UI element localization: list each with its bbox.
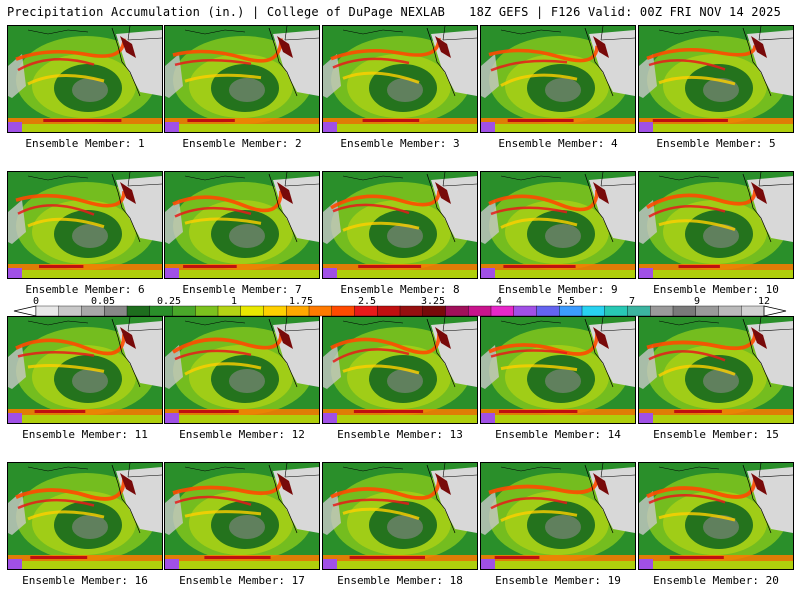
precipitation-map <box>322 316 478 424</box>
ensemble-member-label: Ensemble Member: 20 <box>653 574 779 587</box>
ensemble-member-label: Ensemble Member: 5 <box>656 137 776 150</box>
precipitation-map <box>7 462 163 570</box>
precipitation-map <box>164 316 320 424</box>
color-scale-tick-label: 2.5 <box>357 296 377 307</box>
ensemble-member-label: Ensemble Member: 8 <box>340 283 460 296</box>
color-scale-tick-label: 0 <box>32 296 40 307</box>
precipitation-map <box>7 25 163 133</box>
ensemble-member-label: Ensemble Member: 6 <box>25 283 145 296</box>
precipitation-map <box>164 25 320 133</box>
color-scale-tick-label: 12 <box>757 296 771 307</box>
ensemble-member-label: Ensemble Member: 13 <box>337 428 463 441</box>
color-scale-tick-label: 9 <box>693 296 701 307</box>
ensemble-member-label: Ensemble Member: 12 <box>179 428 305 441</box>
precipitation-map <box>7 171 163 279</box>
precipitation-map <box>164 462 320 570</box>
color-scale-tick-label: 1 <box>230 296 238 307</box>
ensemble-member-label: Ensemble Member: 16 <box>22 574 148 587</box>
precipitation-map <box>322 171 478 279</box>
ensemble-member-label: Ensemble Member: 1 <box>25 137 145 150</box>
precipitation-map <box>480 316 636 424</box>
precipitation-map <box>480 25 636 133</box>
precipitation-map <box>638 462 794 570</box>
color-scale-tick-label: 3.25 <box>420 296 446 307</box>
precipitation-map <box>164 171 320 279</box>
precipitation-map <box>480 171 636 279</box>
color-scale-tick-label: 1.75 <box>288 296 314 307</box>
ensemble-member-label: Ensemble Member: 19 <box>495 574 621 587</box>
model-run-info: 18Z GEFS | F126 Valid: 00Z FRI NOV 14 20… <box>469 5 781 19</box>
ensemble-member-label: Ensemble Member: 9 <box>498 283 618 296</box>
color-scale-tick-label: 4 <box>495 296 503 307</box>
ensemble-member-label: Ensemble Member: 4 <box>498 137 618 150</box>
page-title: Precipitation Accumulation (in.) | Colle… <box>7 5 446 19</box>
color-scale-tick-label: 7 <box>628 296 636 307</box>
color-scale-tick-label: 5.5 <box>556 296 576 307</box>
precipitation-map <box>7 316 163 424</box>
ensemble-member-label: Ensemble Member: 2 <box>182 137 302 150</box>
precipitation-map <box>322 462 478 570</box>
ensemble-member-label: Ensemble Member: 14 <box>495 428 621 441</box>
header: Precipitation Accumulation (in.) | Colle… <box>0 0 800 22</box>
precipitation-map <box>638 25 794 133</box>
precipitation-map <box>638 171 794 279</box>
ensemble-member-label: Ensemble Member: 3 <box>340 137 460 150</box>
color-scale-legend: 0 0.05 0.25 1 1.75 2.5 3.25 4 5.5 7 9 12 <box>0 296 800 318</box>
ensemble-member-label: Ensemble Member: 10 <box>653 283 779 296</box>
precipitation-map <box>480 462 636 570</box>
color-scale-bar <box>13 305 787 317</box>
ensemble-member-label: Ensemble Member: 7 <box>182 283 302 296</box>
precipitation-map <box>638 316 794 424</box>
ensemble-member-label: Ensemble Member: 11 <box>22 428 148 441</box>
color-scale-tick-label: 0.25 <box>156 296 182 307</box>
ensemble-member-label: Ensemble Member: 17 <box>179 574 305 587</box>
color-scale-tick-label: 0.05 <box>90 296 116 307</box>
precipitation-map <box>322 25 478 133</box>
ensemble-member-label: Ensemble Member: 15 <box>653 428 779 441</box>
ensemble-member-label: Ensemble Member: 18 <box>337 574 463 587</box>
